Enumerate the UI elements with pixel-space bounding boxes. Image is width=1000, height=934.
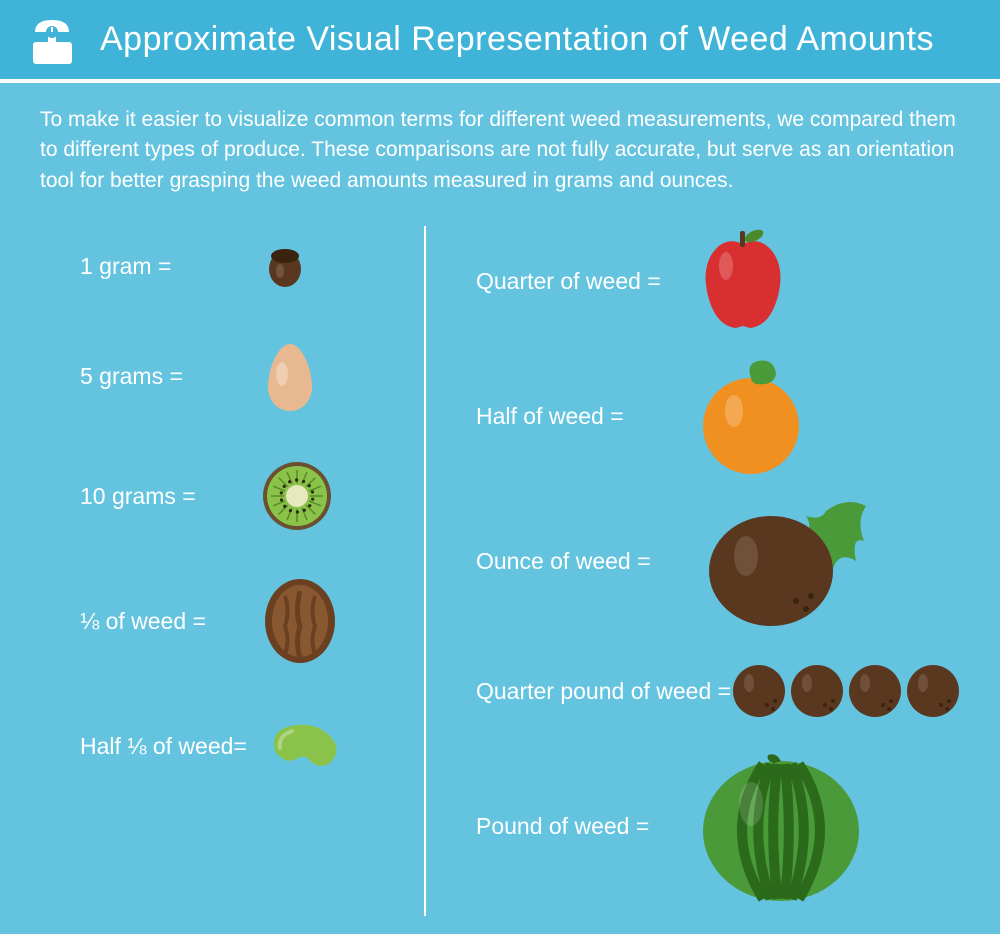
walnut-icon <box>260 576 340 666</box>
measurement-row: 5 grams = <box>80 316 424 436</box>
measurement-row: Pound of weed = <box>476 746 970 906</box>
measurement-row: 10 grams = <box>80 436 424 556</box>
measurement-row: Quarter pound of weed = <box>476 636 970 746</box>
measurement-label: 10 grams = <box>80 483 260 510</box>
egg-icon <box>260 339 320 414</box>
measurement-label: 5 grams = <box>80 363 260 390</box>
page-title: Approximate Visual Representation of Wee… <box>100 20 934 59</box>
measurement-row: 1 gram = <box>80 216 424 316</box>
cashew-icon <box>260 716 345 776</box>
header: Approximate Visual Representation of Wee… <box>0 0 1000 83</box>
watermelon-icon <box>696 749 866 904</box>
measurement-row: Half of weed = <box>476 346 970 486</box>
measurement-label: Ounce of weed = <box>476 548 696 575</box>
measurement-label: ⅛ of weed = <box>80 608 260 635</box>
measurement-row: ⅛ of weed = <box>80 556 424 686</box>
measurement-label: 1 gram = <box>80 253 260 280</box>
right-column: Quarter of weed = Half of weed = Ounce o… <box>426 216 970 916</box>
apple-icon <box>696 226 791 336</box>
coconuts4-icon <box>731 661 961 721</box>
coconut-icon <box>696 491 876 631</box>
content: 1 gram = 5 grams = 10 grams = ⅛ of weed … <box>0 206 1000 916</box>
measurement-row: Quarter of weed = <box>476 216 970 346</box>
intro-text: To make it easier to visualize common te… <box>0 83 1000 206</box>
measurement-row: Half ⅛ of weed= <box>80 686 424 806</box>
measurement-label: Half of weed = <box>476 403 696 430</box>
measurement-label: Half ⅛ of weed= <box>80 733 260 760</box>
kiwi-icon <box>260 459 335 534</box>
measurement-label: Pound of weed = <box>476 813 696 840</box>
measurement-label: Quarter of weed = <box>476 268 696 295</box>
orange-icon <box>696 356 806 476</box>
measurement-row: Ounce of weed = <box>476 486 970 636</box>
measurement-label: Quarter pound of weed = <box>476 678 731 705</box>
hazelnut-icon <box>260 241 310 291</box>
scale-icon <box>25 12 80 67</box>
left-column: 1 gram = 5 grams = 10 grams = ⅛ of weed … <box>30 216 424 916</box>
